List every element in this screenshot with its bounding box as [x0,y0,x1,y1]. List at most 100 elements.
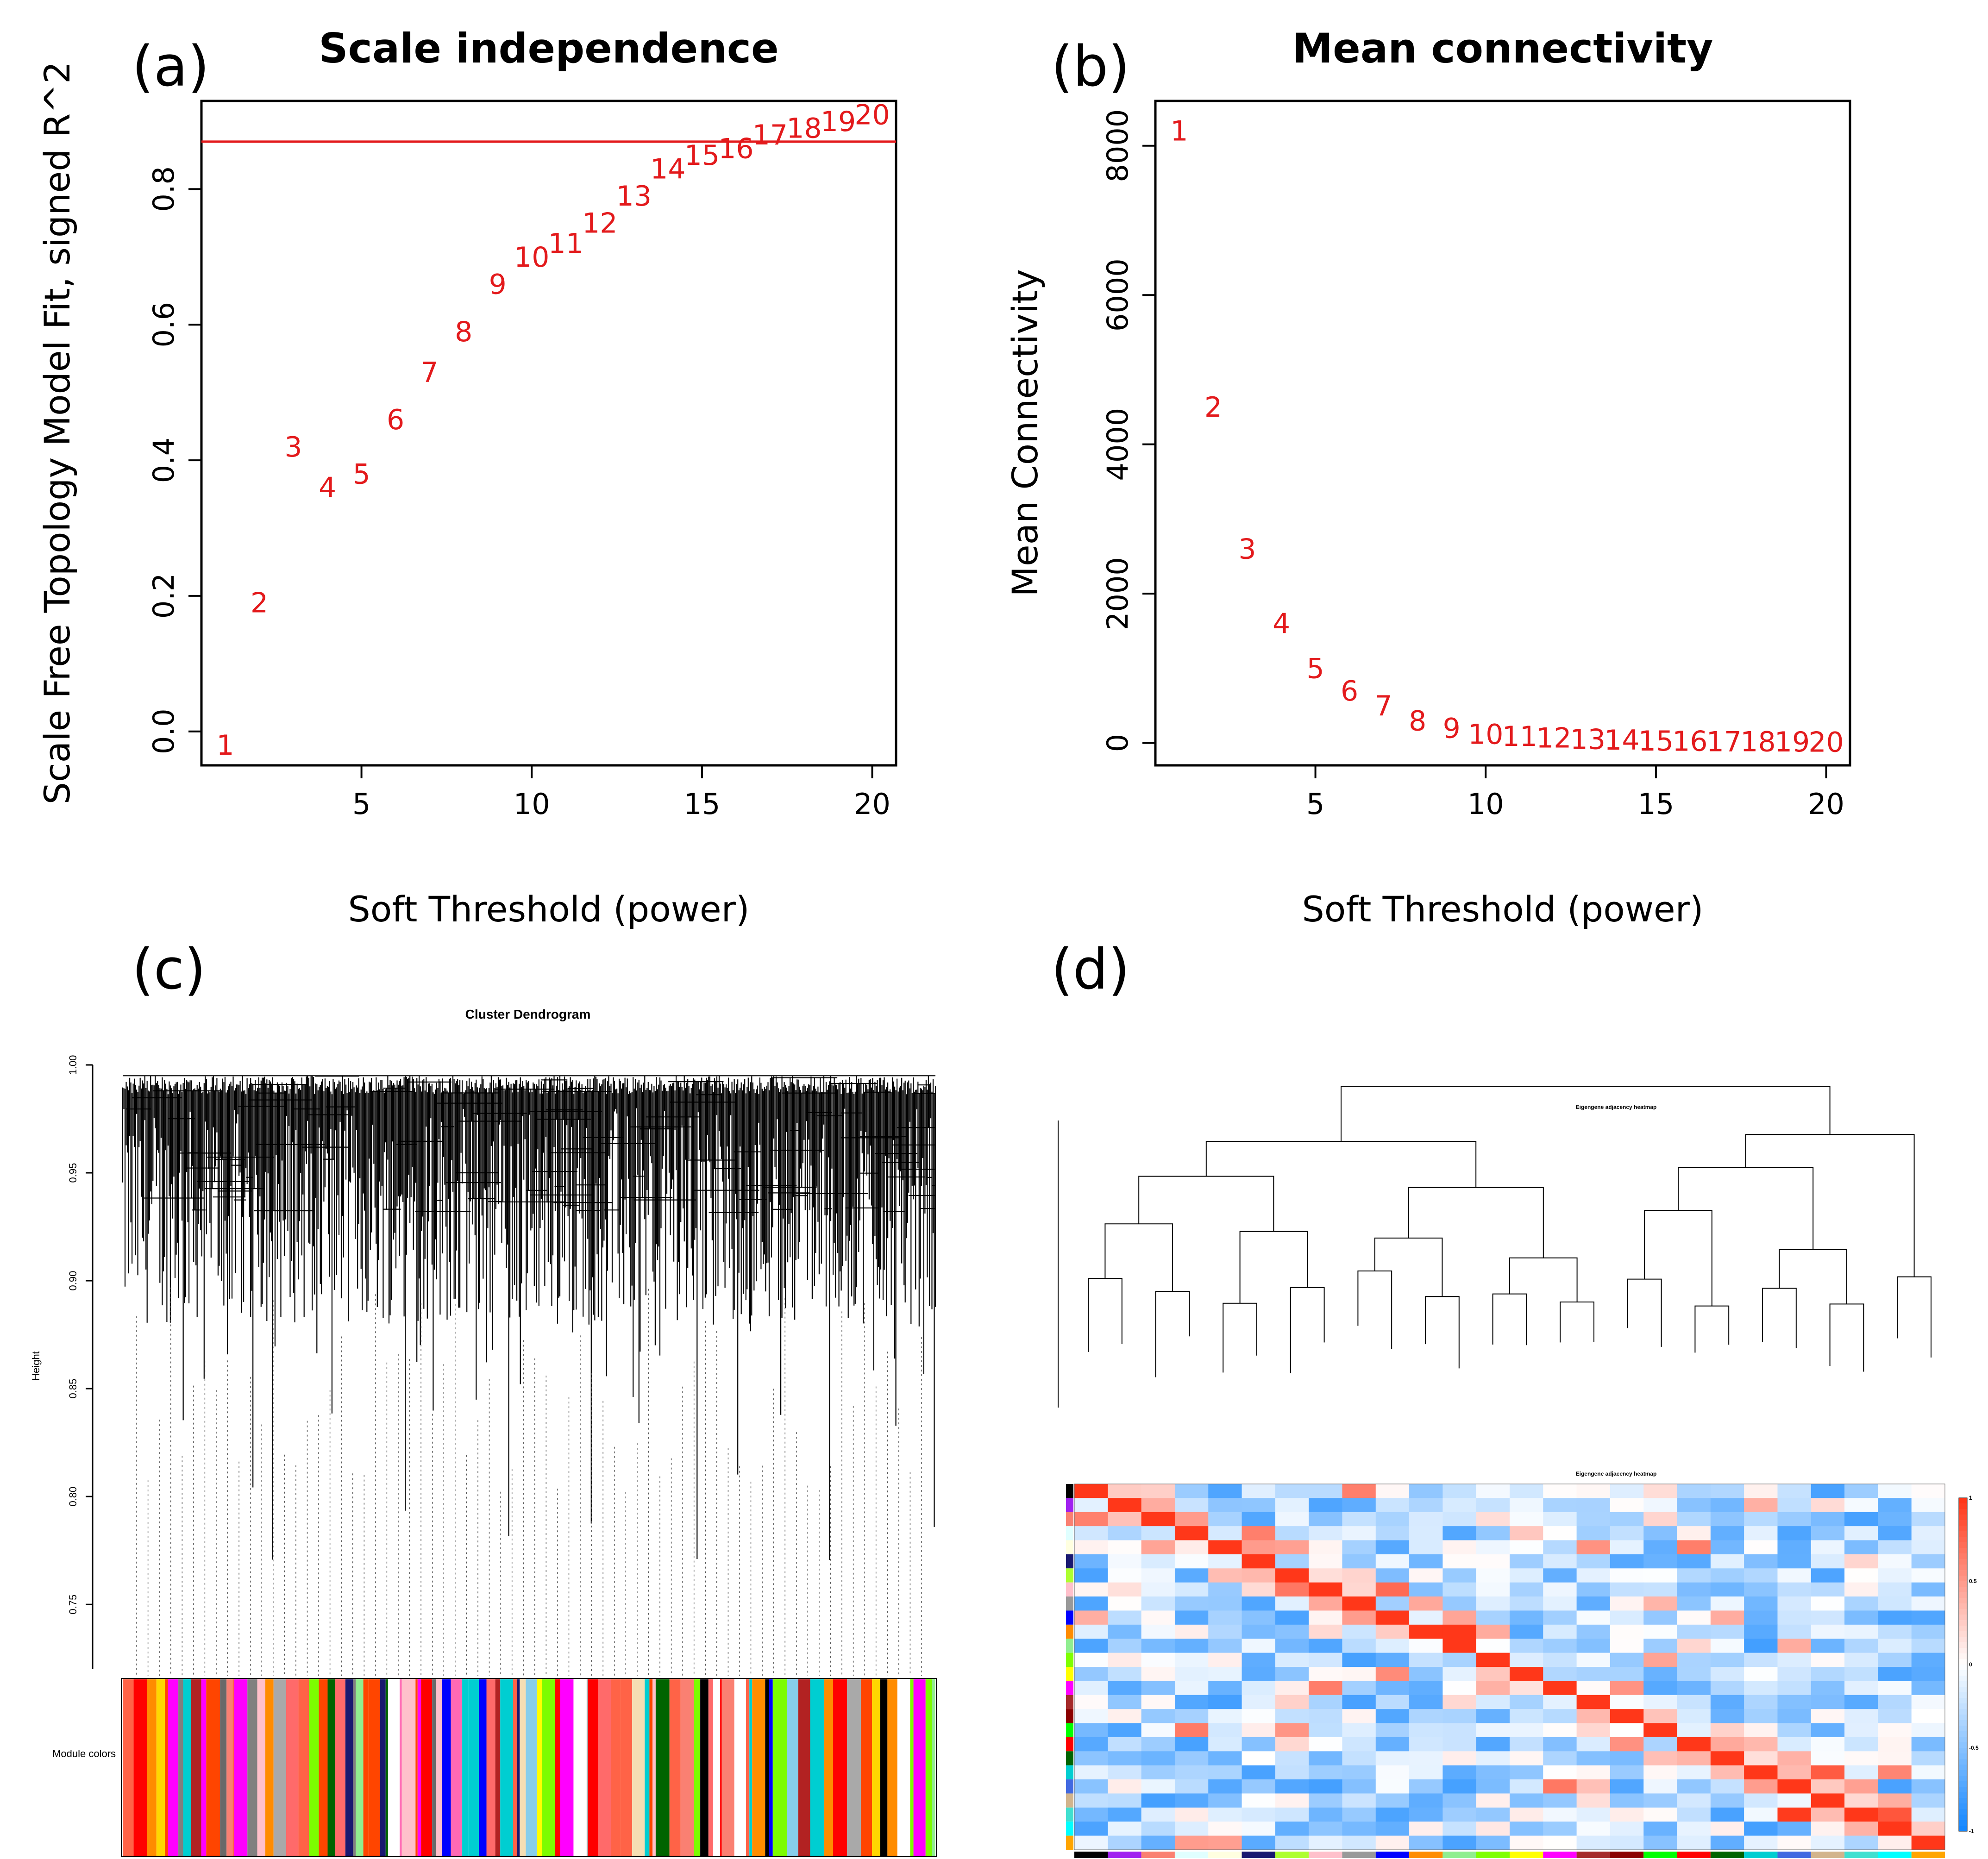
d-scale-tick-label: 0 [1969,1661,1972,1668]
b-y-tick-label: 8000 [1101,109,1135,182]
d-heatmap-cell [1108,1610,1142,1625]
d-heatmap-cell [1074,1624,1108,1639]
c-module-color-stripe [385,1679,388,1856]
d-scale-segment [1959,1620,1967,1626]
d-scale-segment [1959,1653,1967,1659]
d-heatmap-cell [1208,1723,1242,1738]
d-heatmap-cell [1911,1540,1945,1555]
d-heatmap-cell [1677,1737,1711,1752]
d-heatmap-cell [1174,1821,1209,1836]
c-module-color-stripe [368,1679,380,1856]
d-heatmap-cell [1174,1751,1209,1766]
a-point-17: 17 [753,119,788,151]
d-heatmap-cell [1342,1723,1376,1738]
d-scale-segment [1959,1565,1967,1571]
d-heatmap-cell [1610,1624,1644,1639]
d-heatmap-cell [1911,1498,1945,1513]
d-heatmap-cell [1442,1624,1477,1639]
d-heatmap-cell [1677,1624,1711,1639]
c-module-color-stripe [560,1679,574,1856]
panel-label-a: (a) [132,35,209,99]
d-heatmap-cell [1174,1512,1209,1527]
d-heatmap-cell [1677,1596,1711,1611]
d-heatmap-cell [1375,1807,1410,1822]
d-heatmap-cell [1309,1681,1342,1696]
d-heatmap-cell [1342,1624,1376,1639]
d-scale-segment [1959,1670,1967,1676]
d-heatmap-cell [1677,1667,1711,1681]
d-heatmap-cell [1309,1639,1342,1653]
d-heatmap-cell [1911,1751,1945,1766]
d-heatmap-cell [1242,1498,1276,1513]
c-module-color-stripe [586,1679,589,1856]
d-scale-segment [1959,1665,1967,1671]
d-col-color-MEpink [1309,1852,1342,1858]
d-heatmap-cell [1309,1709,1342,1724]
d-heatmap-cell [1510,1723,1543,1738]
d-heatmap-cell [1744,1484,1778,1498]
d-heatmap-cell [1108,1723,1142,1738]
d-heatmap-cell [1643,1568,1678,1583]
d-heatmap-cell [1710,1765,1744,1780]
d-heatmap-cell [1476,1807,1510,1822]
d-heatmap-cell [1275,1540,1309,1555]
d-scale-segment [1959,1503,1967,1509]
d-heatmap-cell [1811,1793,1845,1808]
b-point-13: 13 [1570,724,1605,756]
d-heatmap-cell [1677,1709,1711,1724]
c-module-color-stripe [573,1679,587,1856]
d-heatmap-cell [1844,1681,1878,1696]
d-row-color-MEbrown [1066,1695,1073,1709]
d-heatmap-cell [1844,1484,1878,1498]
d-heatmap-cell [1208,1639,1242,1653]
d-heatmap-cell [1174,1596,1209,1611]
d-scale-segment [1959,1776,1967,1782]
d-heatmap-cell [1208,1835,1242,1850]
d-heatmap-cell [1710,1695,1744,1709]
d-heatmap-cell [1476,1652,1510,1667]
c-module-color-stripe [451,1679,462,1856]
c-dendrogram-guides [136,1287,922,1676]
a-point-10: 10 [514,241,549,274]
d-heatmap-cell [1911,1610,1945,1625]
c-module-color-stripe [247,1679,257,1856]
d-heatmap-cell [1242,1484,1276,1498]
d-heatmap-cell [1174,1765,1209,1780]
d-heatmap-cell [1174,1793,1209,1808]
d-heatmap-cell [1643,1484,1678,1498]
a-y-tick-label: 0.4 [147,438,181,483]
c-dendrogram-branches [122,1075,936,1560]
c-module-color-stripe [319,1679,328,1856]
d-heatmap-cell [1543,1667,1577,1681]
d-heatmap-cell [1677,1652,1711,1667]
d-heatmap-cell [1275,1498,1309,1513]
b-y-tick-label: 6000 [1101,258,1135,332]
d-heatmap-cell [1141,1695,1175,1709]
d-scale-segment [1959,1659,1967,1665]
d-heatmap-cell [1074,1540,1108,1555]
c-module-color-stripe [226,1679,233,1856]
d-heatmap-cell [1643,1737,1678,1752]
d-scale-segment [1959,1615,1967,1621]
c-module-color-stripe [632,1679,645,1856]
d-scale-segment [1959,1698,1967,1704]
d-scale-tick-label: 0.5 [1969,1578,1977,1584]
d-row-color-MEblack [1066,1484,1073,1498]
d-heatmap-cell [1911,1639,1945,1653]
d-heatmap-cell [1108,1709,1142,1724]
d-heatmap-cell [1643,1723,1678,1738]
d-heatmap-cell [1510,1540,1543,1555]
d-heatmap-cell [1141,1835,1175,1850]
d-heatmap-cell [1275,1779,1309,1794]
d-heatmap-cell [1141,1639,1175,1653]
d-heatmap-cell [1744,1835,1778,1850]
d-heatmap-cell [1074,1568,1108,1583]
d-heatmap-cell [1442,1526,1477,1541]
d-heatmap-cell [1576,1554,1611,1569]
d-heatmap-cell [1108,1639,1142,1653]
a-point-5: 5 [352,458,370,490]
a-point-11: 11 [548,228,583,260]
d-heatmap-cell [1777,1582,1812,1597]
d-heatmap-cell [1744,1652,1778,1667]
d-heatmap-cell [1141,1779,1175,1794]
